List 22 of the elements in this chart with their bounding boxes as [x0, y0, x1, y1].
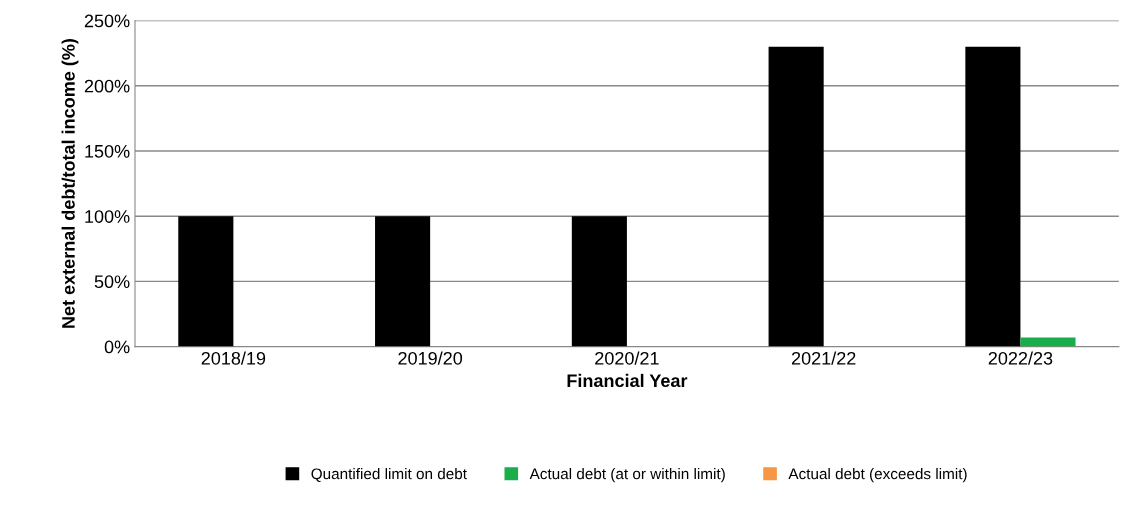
bar [178, 216, 234, 347]
y-tick-label: 100% [85, 210, 130, 223]
legend-label: Quantified limit on debt [311, 468, 467, 482]
x-tick-label: 2019/20 [398, 351, 463, 365]
legend-label: Actual debt (at or within limit) [529, 468, 725, 483]
bar [965, 46, 1021, 347]
legend-label: Actual debt (exceeds limit) [788, 468, 967, 483]
x-tick-label: 2022/23 [988, 351, 1053, 365]
y-tick-label: 250% [84, 14, 130, 28]
y-tick-label: 150% [85, 144, 130, 158]
bar [1020, 337, 1076, 347]
y-tick-label: 0% [104, 340, 130, 354]
y-tick-label: 200% [84, 79, 130, 93]
y-tick-label: 50% [94, 275, 130, 289]
bar [768, 46, 824, 347]
x-axis-title: Financial Year [567, 373, 688, 388]
x-tick-label: 2021/22 [791, 351, 856, 365]
bar [375, 216, 431, 347]
x-tick-label: 2020/21 [595, 351, 659, 365]
bar [571, 216, 627, 347]
x-tick-label: 2018/19 [201, 351, 266, 365]
y-axis-title: Net external debt/total income (%) [61, 39, 79, 328]
